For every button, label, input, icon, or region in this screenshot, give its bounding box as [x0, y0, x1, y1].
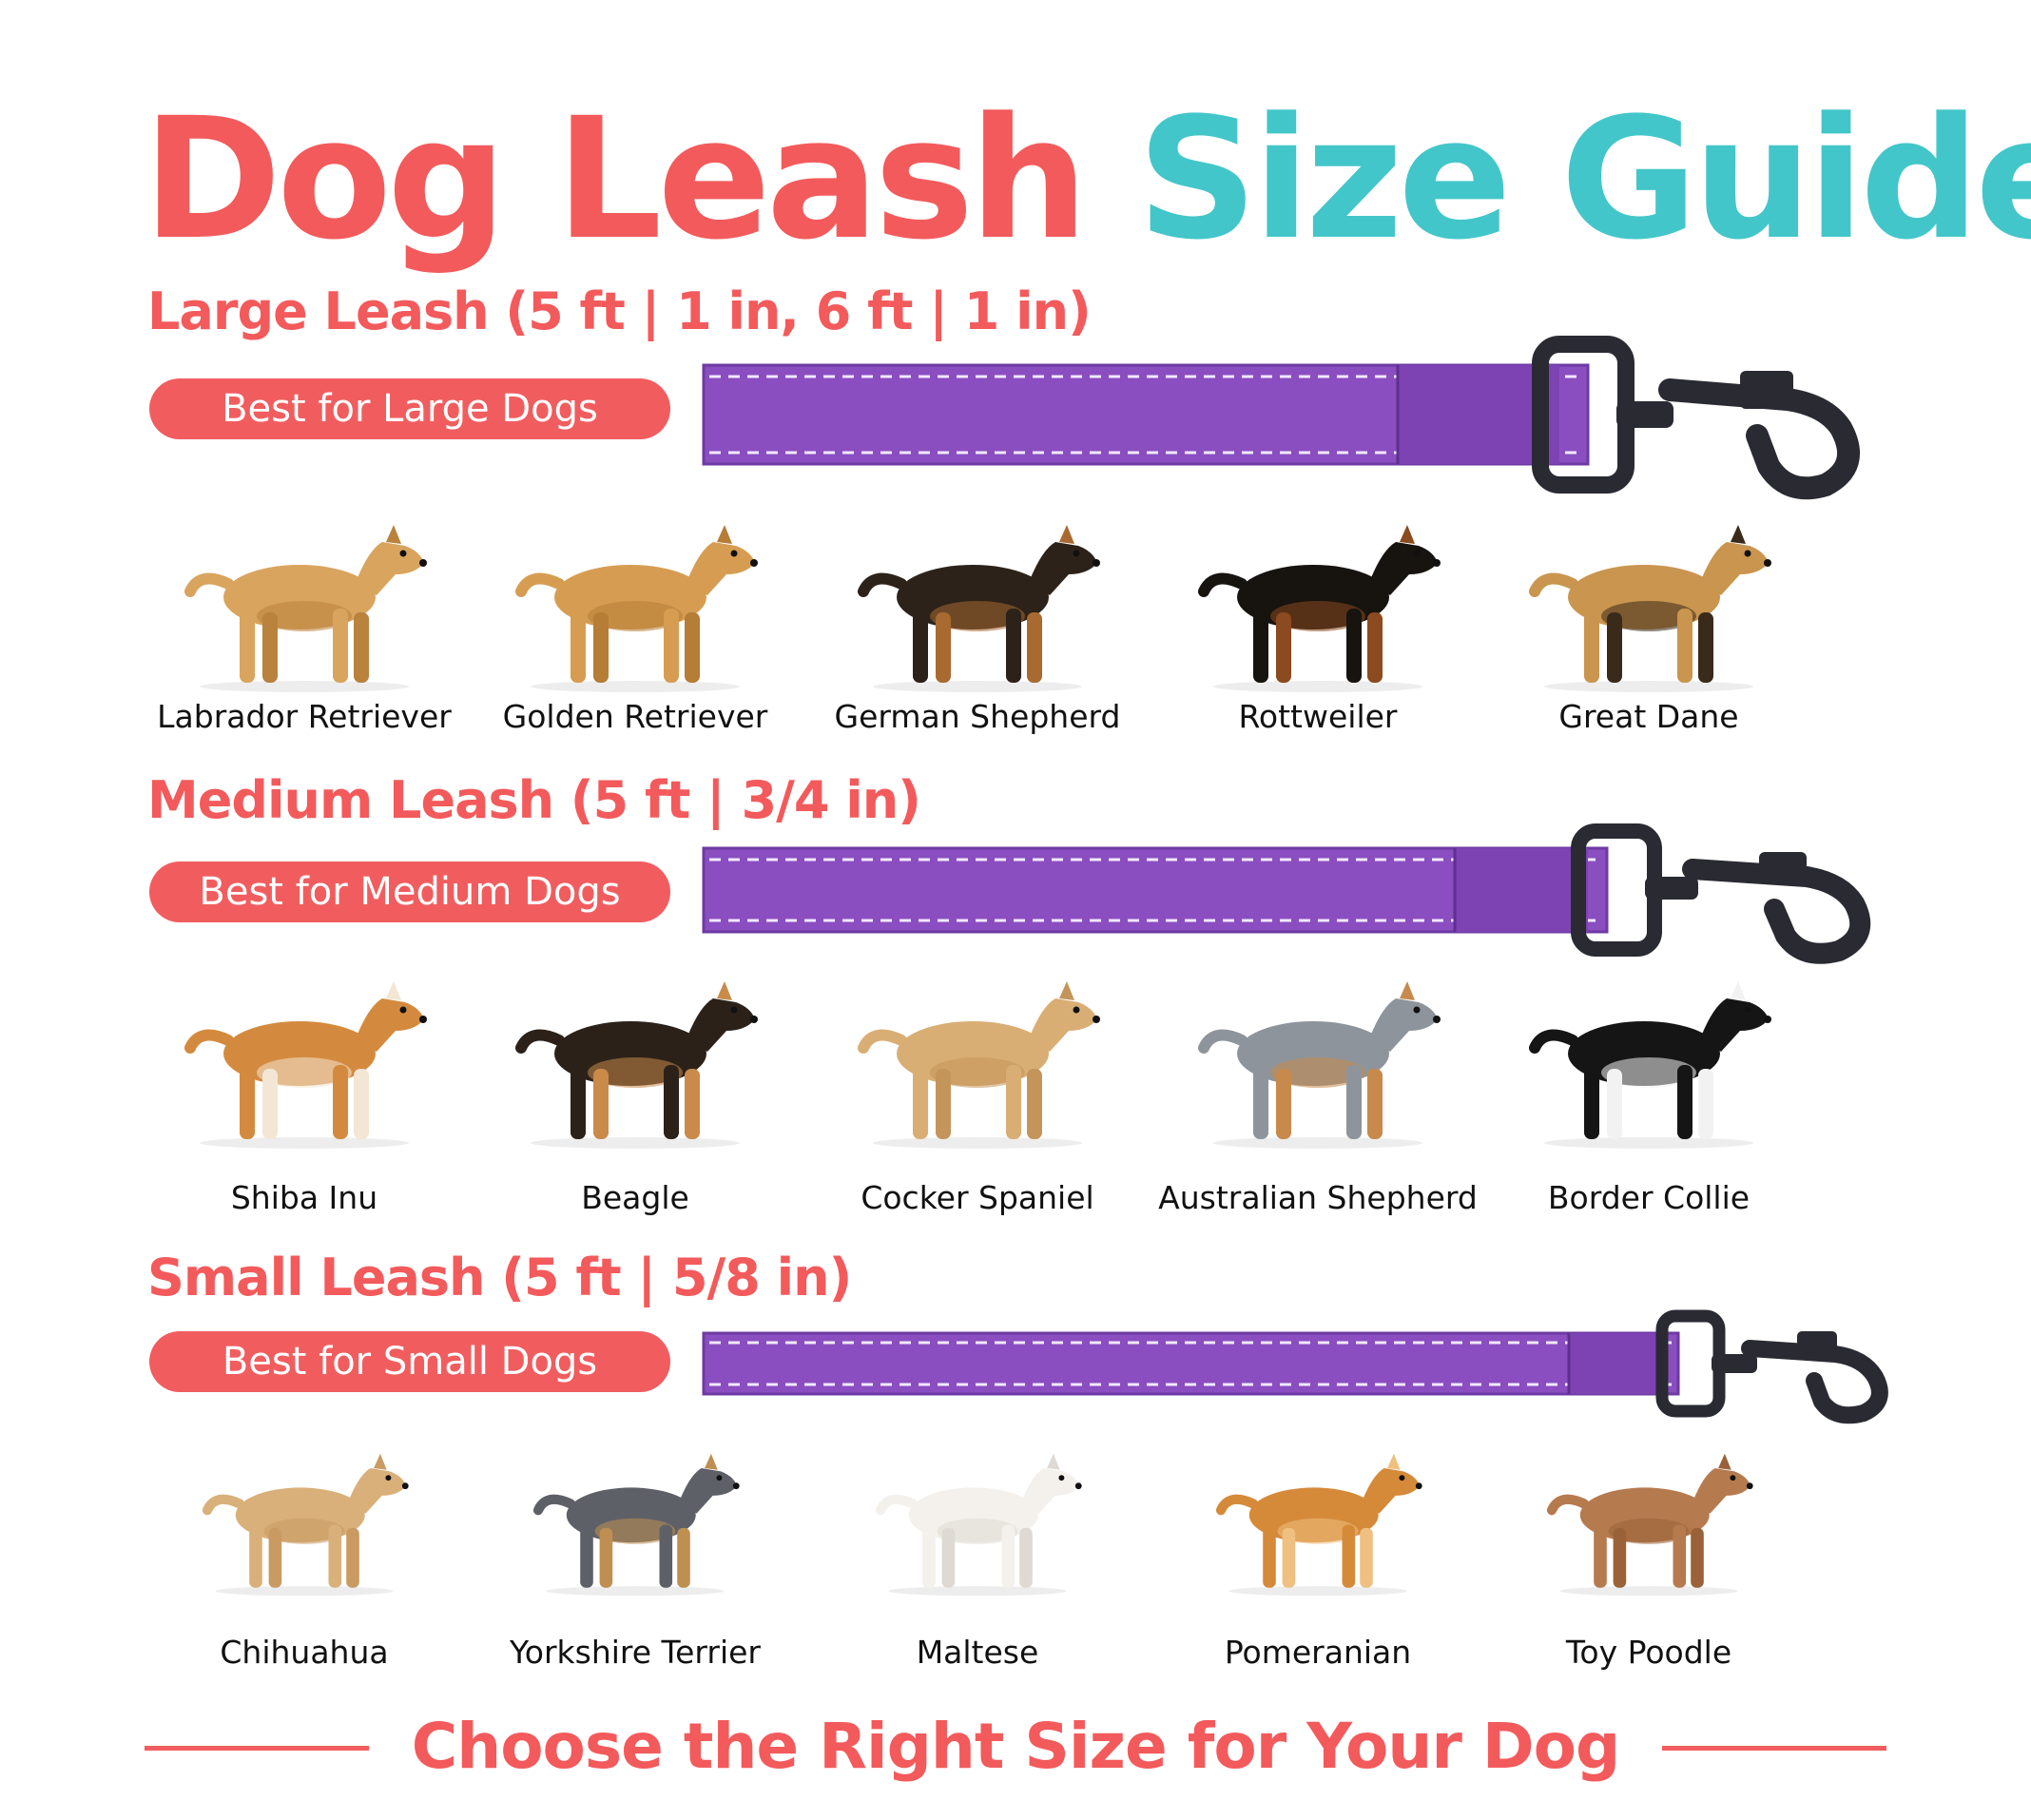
dog-breed-label: Rottweiler: [1238, 698, 1398, 735]
dog-breed-label: Cocker Spaniel: [861, 1179, 1094, 1216]
dog-breed-label: Maltese: [916, 1634, 1039, 1671]
dog-breed-label: Beagle: [581, 1179, 689, 1216]
title-part-2: Size Guide: [1136, 82, 2031, 277]
dog-breed-label: Chihuahua: [220, 1634, 389, 1671]
small-leash-image: [702, 1309, 1888, 1424]
large-leash-heading: Large Leash (5 ft | 1 in, 6 ft | 1 in): [147, 281, 1092, 341]
large-leash-image: [702, 336, 1860, 500]
dog-breed-label: German Shepherd: [834, 698, 1121, 735]
dog-breed-label: Toy Poodle: [1565, 1634, 1732, 1671]
medium-leash-heading: Medium Leash (5 ft | 3/4 in): [147, 770, 921, 830]
border-collie-photo: [1529, 981, 1771, 1149]
shiba-inu-photo: [184, 981, 427, 1149]
german-shepherd-photo: [858, 525, 1100, 692]
great-dane-photo: [1529, 525, 1771, 692]
cocker-spaniel-photo: [858, 981, 1100, 1149]
dog-breed-label: Border Collie: [1547, 1179, 1751, 1216]
dog-breed-label: Australian Shepherd: [1158, 1179, 1478, 1216]
footer-tagline: Choose the Right Size for Your Dog: [411, 1710, 1620, 1783]
rottweiler-photo: [1198, 525, 1441, 692]
footer-divider-left: [145, 1746, 369, 1751]
medium-leash-image: [702, 823, 1871, 964]
maltese-photo: [875, 1453, 1082, 1597]
toy-poodle-photo: [1546, 1453, 1753, 1597]
dog-breed-label: Great Dane: [1558, 698, 1739, 735]
beagle-photo: [515, 981, 758, 1149]
dog-breed-label: Pomeranian: [1224, 1634, 1412, 1671]
golden-retriever-photo: [515, 525, 758, 692]
dog-breed-label: Golden Retriever: [502, 698, 768, 735]
page-title: Dog Leash Size Guide: [143, 82, 2031, 277]
dog-breed-label: Labrador Retriever: [157, 698, 452, 735]
large-dogs-badge: Best for Large Dogs: [149, 378, 670, 439]
footer-divider-right: [1662, 1746, 1886, 1751]
chihuahua-photo: [202, 1453, 409, 1597]
australian-shepherd-photo: [1198, 981, 1441, 1149]
title-part-1: Dog Leash: [143, 82, 1089, 277]
pomeranian-photo: [1215, 1453, 1422, 1597]
dog-breed-label: Shiba Inu: [230, 1179, 378, 1216]
yorkshire-terrier-photo: [532, 1453, 740, 1597]
medium-dogs-badge: Best for Medium Dogs: [149, 862, 670, 922]
small-dogs-badge: Best for Small Dogs: [149, 1331, 670, 1392]
labrador-retriever-photo: [184, 525, 427, 692]
dog-breed-label: Yorkshire Terrier: [510, 1634, 761, 1671]
small-leash-heading: Small Leash (5 ft | 5/8 in): [147, 1248, 852, 1307]
